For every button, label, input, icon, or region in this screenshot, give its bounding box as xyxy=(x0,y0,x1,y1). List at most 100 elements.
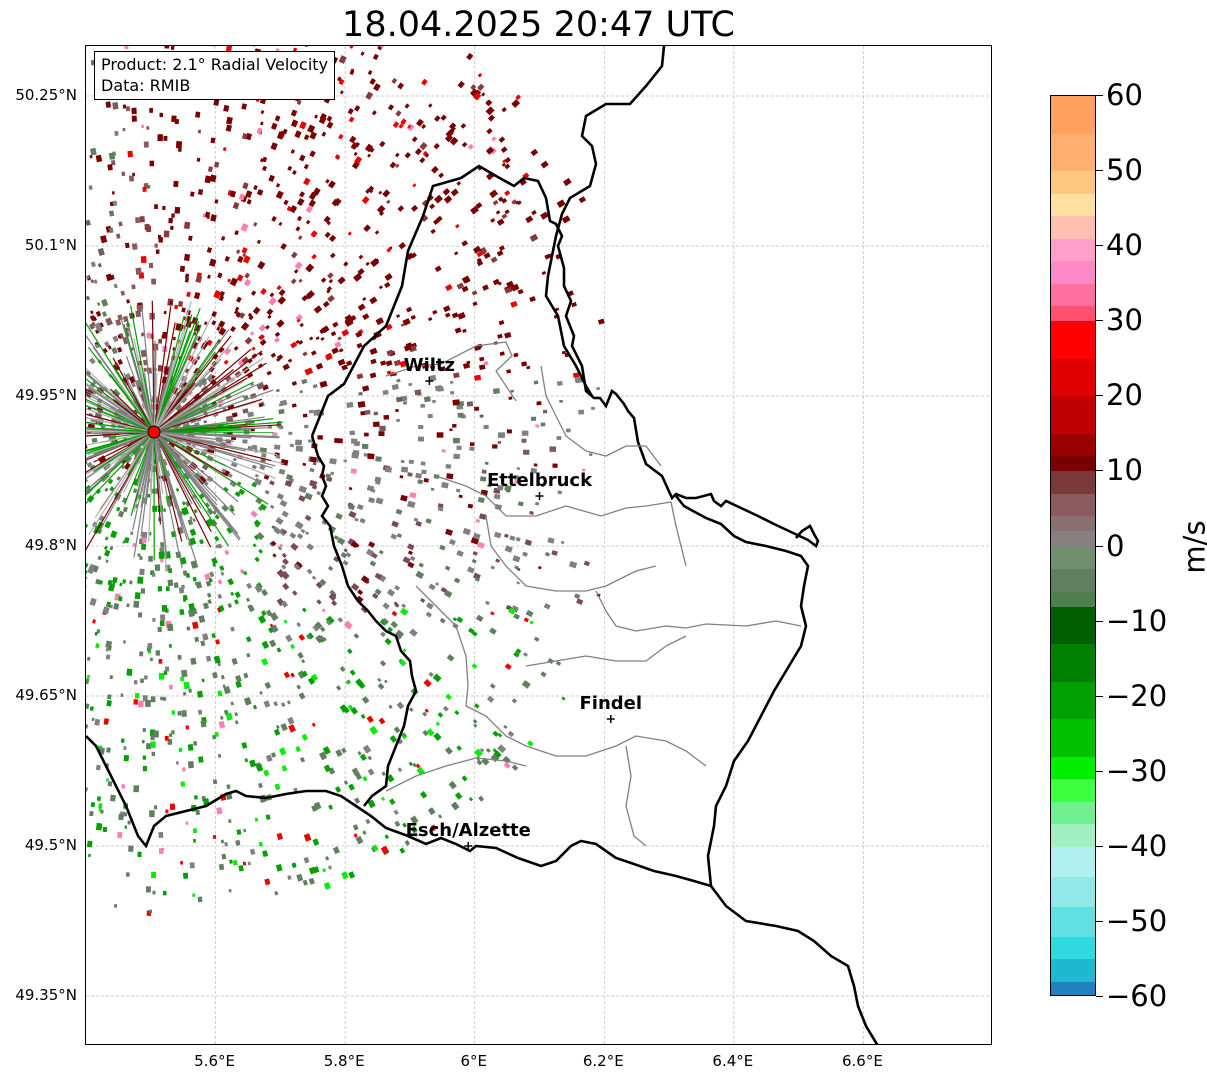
echo-pixel xyxy=(434,265,442,273)
echo-pixel xyxy=(433,732,442,741)
echo-pixel xyxy=(263,474,270,480)
echo-pixel xyxy=(182,594,188,601)
echo-pixel xyxy=(504,533,509,538)
echo-pixel xyxy=(454,792,463,800)
echo-pixel xyxy=(378,549,384,555)
echo-pixel xyxy=(317,435,323,440)
echo-pixel xyxy=(421,124,426,129)
echo-pixel xyxy=(259,339,267,346)
echo-pixel xyxy=(529,233,539,242)
echo-pixel xyxy=(150,741,156,748)
echo-pixel xyxy=(370,258,380,267)
echo-pixel xyxy=(109,486,115,492)
echo-pixel xyxy=(197,475,207,485)
lat-tick-label: 49.65°N xyxy=(15,686,77,704)
echo-pixel xyxy=(384,281,391,289)
echo-pixel xyxy=(150,696,156,703)
echo-pixel xyxy=(332,846,340,854)
echo-pixel xyxy=(124,537,130,544)
echo-pixel xyxy=(481,92,486,97)
colorbar-segment xyxy=(1051,756,1095,780)
echo-pixel xyxy=(311,350,317,356)
echo-pixel xyxy=(179,609,185,615)
echo-pixel xyxy=(278,402,283,407)
echo-pixel xyxy=(474,703,480,709)
echo-pixel xyxy=(530,148,539,157)
echo-pixel xyxy=(335,512,343,520)
echo-pixel xyxy=(521,438,527,443)
echo-pixel xyxy=(233,346,239,351)
echo-pixel xyxy=(477,83,485,91)
echo-pixel xyxy=(282,128,288,135)
echo-pixel xyxy=(86,219,91,226)
echo-pixel xyxy=(302,879,308,886)
echo-pixel xyxy=(224,549,230,556)
echo-pixel xyxy=(397,767,403,773)
echo-pixel xyxy=(256,127,263,135)
echo-pixel xyxy=(345,680,350,685)
echo-pixel xyxy=(121,784,126,789)
echo-pixel xyxy=(341,329,350,337)
echo-pixel xyxy=(457,312,466,320)
echo-pixel xyxy=(402,401,408,405)
echo-pixel xyxy=(140,349,148,358)
echo-pixel xyxy=(278,288,286,297)
colorbar-tick-mark xyxy=(1096,996,1103,997)
echo-pixel xyxy=(471,663,478,669)
echo-pixel xyxy=(504,286,513,294)
echo-pixel xyxy=(247,861,252,866)
echo-pixel xyxy=(381,796,385,801)
district-border xyxy=(525,635,687,667)
echo-pixel xyxy=(206,373,215,383)
echo-pixel xyxy=(309,192,317,201)
echo-streak xyxy=(153,431,168,558)
echo-pixel xyxy=(97,247,105,256)
echo-pixel xyxy=(241,103,248,110)
echo-pixel xyxy=(282,363,290,371)
echo-pixel xyxy=(287,165,293,171)
echo-pixel xyxy=(328,804,333,810)
echo-pixel xyxy=(396,378,401,383)
echo-pixel xyxy=(126,668,133,676)
echo-pixel xyxy=(339,90,344,95)
echo-pixel xyxy=(395,110,402,117)
echo-pixel xyxy=(184,277,189,283)
echo-pixel xyxy=(462,527,471,536)
echo-pixel xyxy=(181,710,187,718)
echo-pixel xyxy=(555,307,560,312)
echo-pixel xyxy=(218,863,225,871)
echo-pixel xyxy=(258,403,264,408)
echo-pixel xyxy=(268,174,275,183)
echo-pixel xyxy=(279,543,284,548)
echo-pixel xyxy=(421,78,428,86)
echo-pixel xyxy=(146,743,152,750)
echo-pixel xyxy=(388,104,394,111)
echo-pixel xyxy=(243,828,247,833)
echo-pixel xyxy=(324,231,331,239)
echo-pixel xyxy=(297,235,303,240)
echo-streak xyxy=(86,426,155,433)
echo-pixel xyxy=(369,296,378,305)
echo-pixel xyxy=(455,223,460,229)
echo-pixel xyxy=(163,670,168,675)
echo-pixel xyxy=(362,313,370,320)
echo-pixel xyxy=(214,731,219,738)
echo-pixel xyxy=(349,430,355,435)
echo-pixel xyxy=(193,509,198,514)
echo-pixel xyxy=(448,538,456,546)
echo-pixel xyxy=(258,334,264,341)
echo-pixel xyxy=(201,380,208,387)
echo-pixel xyxy=(501,107,507,113)
echo-pixel xyxy=(278,468,286,475)
echo-pixel xyxy=(326,115,333,122)
echo-pixel xyxy=(327,565,334,571)
echo-pixel xyxy=(220,675,225,680)
echo-pixel xyxy=(349,135,357,144)
echo-pixel xyxy=(225,46,233,53)
echo-pixel xyxy=(105,317,113,326)
echo-pixel xyxy=(96,302,101,307)
echo-pixel xyxy=(216,383,221,388)
echo-pixel xyxy=(540,422,546,427)
echo-pixel xyxy=(264,682,271,689)
colorbar-tick-mark xyxy=(1096,245,1103,247)
